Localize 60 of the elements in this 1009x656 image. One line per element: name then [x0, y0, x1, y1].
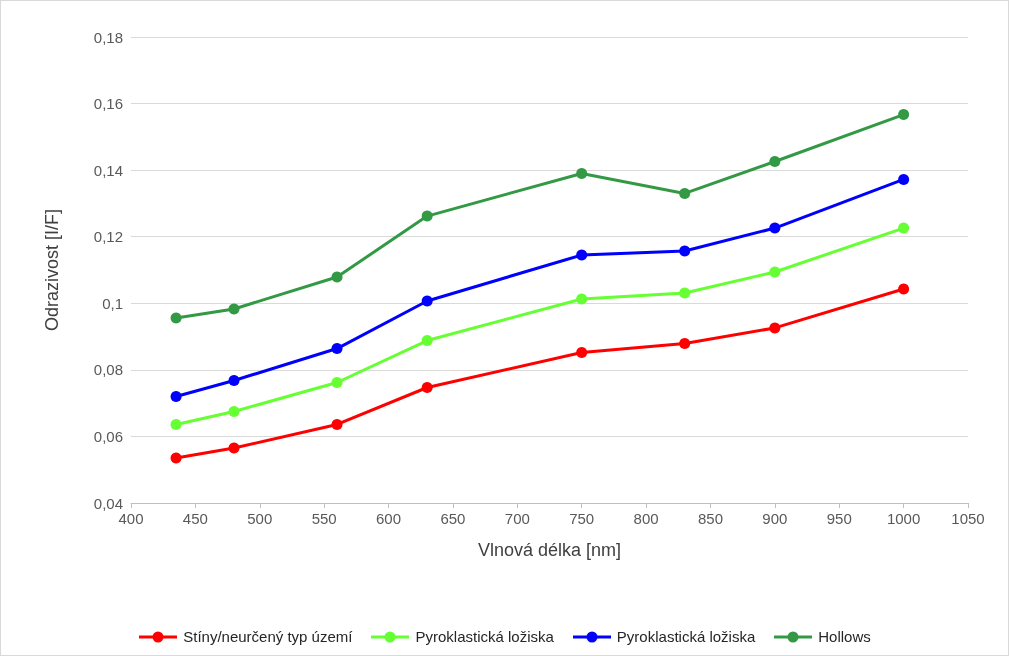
y-tick-label: 0,16	[93, 95, 123, 113]
x-tick-label: 800	[633, 510, 659, 527]
point	[769, 155, 781, 167]
point	[331, 418, 343, 430]
legend-label: Stíny/neurčený typ území	[183, 628, 353, 645]
x-tick-label: 1050	[951, 510, 985, 527]
point	[170, 418, 182, 430]
x-tick-label: 450	[182, 510, 208, 527]
point	[898, 109, 910, 121]
legend-label: Pyroklastická ložiska	[415, 628, 554, 645]
point	[576, 293, 588, 305]
point	[228, 303, 240, 315]
y-tick-label: 0,18	[93, 28, 123, 46]
point	[898, 222, 910, 234]
x-tick-label: 700	[504, 510, 530, 527]
point	[421, 295, 433, 307]
point	[576, 167, 588, 179]
legend-label: Hollows	[818, 628, 871, 645]
x-tick-label: 1000	[886, 510, 921, 527]
y-tick-label: 0,04	[93, 494, 123, 512]
point	[331, 343, 343, 355]
y-tick-label: 0,12	[93, 228, 123, 246]
y-tick-label: 0,14	[93, 161, 123, 179]
y-axis-title: Odrazivost [I/F]	[42, 208, 62, 332]
y-tick-label: 0,06	[93, 427, 123, 445]
point	[898, 283, 910, 295]
x-tick-label: 500	[247, 510, 273, 527]
point	[331, 377, 343, 388]
point	[170, 390, 182, 402]
x-tick-label: 600	[376, 510, 402, 527]
x-tick-label: 750	[569, 510, 595, 527]
point	[421, 210, 433, 222]
x-tick-label: 650	[440, 510, 466, 527]
point	[679, 287, 691, 299]
y-tick-label: 0,08	[93, 361, 123, 379]
x-tick-label: 900	[762, 510, 788, 527]
point	[576, 249, 588, 261]
point	[228, 442, 240, 454]
x-tick-label: 950	[826, 510, 852, 527]
point	[228, 375, 240, 387]
x-tick-label: 550	[311, 510, 337, 527]
point	[679, 245, 691, 257]
point	[769, 266, 781, 278]
point	[331, 271, 343, 283]
legend-label: Pyroklastická ložiska	[616, 628, 756, 645]
point	[576, 347, 588, 359]
point	[421, 335, 433, 347]
x-tick-label: 400	[118, 510, 144, 527]
point	[421, 382, 433, 393]
point	[170, 312, 182, 324]
point	[769, 322, 781, 334]
y-tick-label: 0,1	[102, 294, 123, 312]
point	[170, 452, 182, 464]
point	[898, 173, 910, 185]
x-tick-label: 850	[697, 510, 723, 527]
x-axis-title: Vlnová délka [nm]	[477, 540, 622, 560]
point	[679, 338, 691, 350]
point	[679, 187, 691, 199]
point	[769, 222, 781, 234]
point	[228, 405, 240, 417]
